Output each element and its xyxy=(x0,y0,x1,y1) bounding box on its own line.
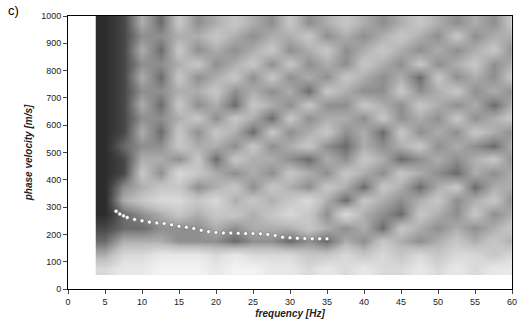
svg-text:200: 200 xyxy=(46,230,61,240)
svg-text:100: 100 xyxy=(46,257,61,267)
svg-text:1000: 1000 xyxy=(41,11,61,21)
svg-text:10: 10 xyxy=(137,297,147,307)
svg-text:0: 0 xyxy=(65,297,70,307)
svg-text:400: 400 xyxy=(46,175,61,185)
svg-text:45: 45 xyxy=(396,297,406,307)
svg-text:15: 15 xyxy=(174,297,184,307)
svg-text:25: 25 xyxy=(248,297,258,307)
svg-text:300: 300 xyxy=(46,202,61,212)
svg-text:55: 55 xyxy=(470,297,480,307)
svg-text:5: 5 xyxy=(102,297,107,307)
svg-text:50: 50 xyxy=(433,297,443,307)
svg-text:40: 40 xyxy=(359,297,369,307)
svg-text:500: 500 xyxy=(46,148,61,158)
svg-text:600: 600 xyxy=(46,120,61,130)
svg-text:c): c) xyxy=(8,3,19,18)
svg-text:700: 700 xyxy=(46,93,61,103)
svg-text:phase velocity [m/s]: phase velocity [m/s] xyxy=(23,104,34,201)
svg-text:frequency [Hz]: frequency [Hz] xyxy=(255,308,325,319)
svg-text:35: 35 xyxy=(322,297,332,307)
svg-text:30: 30 xyxy=(285,297,295,307)
svg-text:20: 20 xyxy=(211,297,221,307)
svg-text:900: 900 xyxy=(46,38,61,48)
svg-text:800: 800 xyxy=(46,66,61,76)
svg-text:60: 60 xyxy=(507,297,517,307)
svg-text:0: 0 xyxy=(56,284,61,294)
